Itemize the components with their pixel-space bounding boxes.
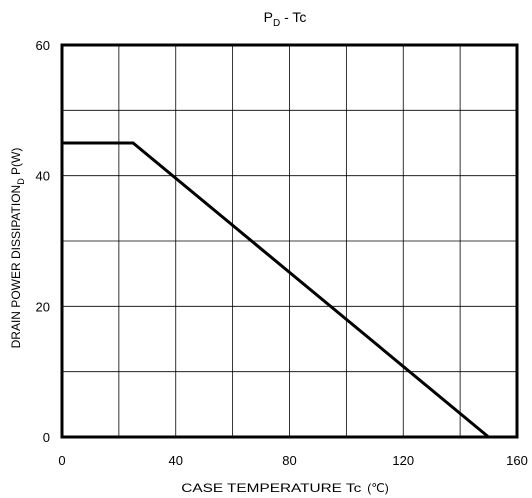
y-axis-ticks: 0 20 40 60 (36, 38, 50, 445)
y-tick-label: 60 (36, 38, 50, 53)
y-tick-label: 0 (43, 430, 50, 445)
grid-lines (62, 45, 517, 437)
x-tick-label: 120 (392, 453, 414, 468)
chart-title: PD - Tc (264, 9, 307, 29)
y-tick-label: 40 (36, 169, 50, 184)
x-tick-label: 160 (506, 453, 528, 468)
x-tick-label: 80 (282, 453, 296, 468)
y-tick-label: 20 (36, 299, 50, 314)
y-axis-label: DRAIN POWER DISSIPATIOND P(W) (9, 148, 26, 349)
x-tick-label: 40 (169, 453, 183, 468)
plot-frame (60, 43, 519, 439)
series-line (62, 141, 490, 439)
x-axis-ticks: 0 40 80 120 160 (58, 453, 527, 468)
x-axis-label: CASE TEMPERATURE Tc (℃) (181, 481, 388, 495)
x-tick-label: 0 (58, 453, 65, 468)
